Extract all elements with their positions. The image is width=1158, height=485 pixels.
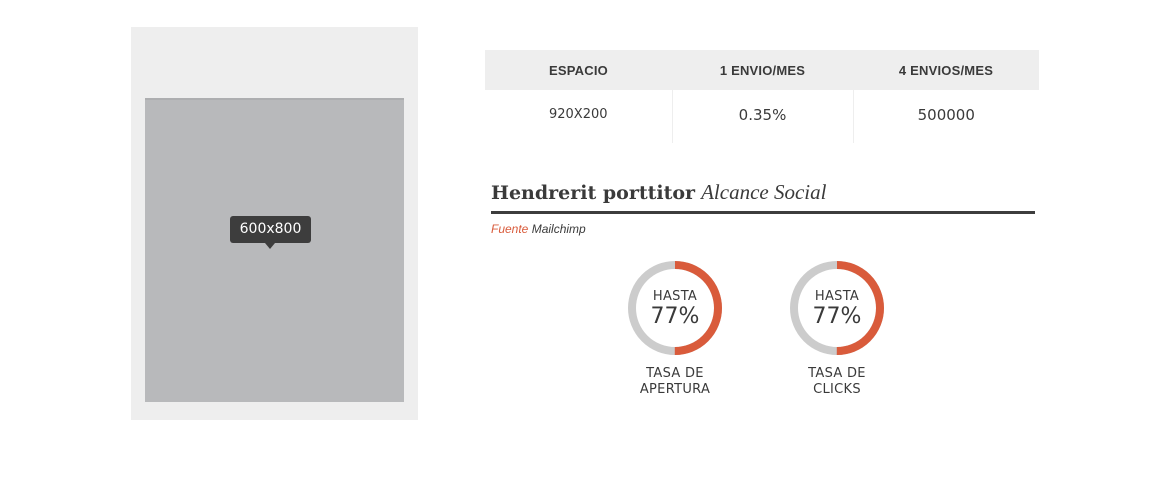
column-header-espacio: ESPACIO: [485, 50, 672, 90]
section-title-italic: Alcance Social: [701, 180, 827, 204]
source-label: Fuente: [491, 222, 529, 236]
image-placeholder: 600x800: [145, 98, 404, 402]
source-line: Fuente Mailchimp: [491, 222, 586, 236]
gauge-label: TASA DE CLICKS: [767, 366, 907, 398]
media-frame: 600x800: [131, 27, 418, 420]
size-tooltip: 600x800: [230, 216, 311, 249]
section-title-bold: Hendrerit porttitor: [491, 182, 696, 204]
gauge-progress: [628, 261, 722, 355]
gauge-label-line2: CLICKS: [813, 382, 861, 397]
table-row: 920X200 0.35% 500000: [485, 90, 1039, 143]
gauge-label-line1: TASA DE: [646, 366, 704, 381]
table-header-row: ESPACIO 1 ENVIO/MES 4 ENVIOS/MES: [485, 50, 1039, 90]
column-header-4-envios: 4 ENVIOS/MES: [853, 50, 1039, 90]
table-cell-espacio: 920X200: [548, 107, 608, 122]
gauge-caption: HASTA: [652, 289, 698, 304]
table-cell-1-envio: 0.35%: [671, 90, 854, 143]
column-header-1-envio: 1 ENVIO/MES: [672, 50, 853, 90]
gauge-caption: HASTA: [814, 289, 860, 304]
gauge-label-line1: TASA DE: [808, 366, 866, 381]
source-value: Mailchimp: [531, 222, 586, 236]
pricing-table: ESPACIO 1 ENVIO/MES 4 ENVIOS/MES 920X200…: [485, 50, 1039, 143]
gauge-label: TASA DE APERTURA: [605, 366, 745, 398]
gauge-value: 77%: [650, 304, 700, 329]
gauge-ring: [628, 261, 722, 355]
gauge-ring: [790, 261, 884, 355]
gauge-label-line2: APERTURA: [639, 382, 711, 397]
table-cell-4-envios: 500000: [917, 105, 975, 124]
section-title: Hendrerit porttitor Alcance Social: [491, 180, 1035, 214]
gauge-value: 77%: [812, 304, 862, 329]
gauge-progress: [790, 261, 884, 355]
